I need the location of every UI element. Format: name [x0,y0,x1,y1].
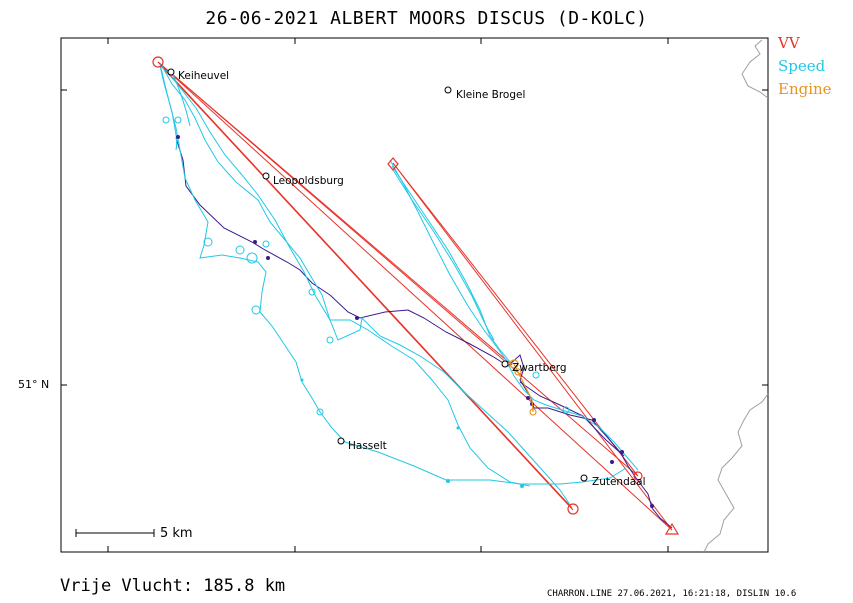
place-label: Zutendaal [592,476,646,488]
place-marker-zutendaal [580,474,588,482]
place-marker-hasselt [337,437,345,445]
legend-label: Speed [778,57,826,75]
place-marker-zwartberg [501,360,509,368]
track-speed [159,63,639,506]
turnpoint-south [567,503,579,515]
track-climb [175,137,673,529]
speed-markers [300,378,524,488]
file-info: CHARRON.LINE 27.06.2021, 16:21:18, DISLI… [547,589,797,599]
flight-distance: Vrije Vlucht: 185.8 km [60,576,286,596]
axis-ticks [61,38,768,552]
legend-label: VV [778,34,800,52]
scale-bar [75,529,155,537]
place-label: Zwartberg [512,362,567,374]
thermal-loops [162,116,570,416]
map-title: 26-06-2021 ALBERT MOORS DISCUS (D-KOLC) [205,8,648,29]
place-marker-kleine-brogel [444,86,452,94]
place-label: Hasselt [348,440,387,452]
place-label: Keiheuvel [178,70,229,82]
place-label: Leopoldsburg [273,175,344,187]
waypoints [152,56,680,535]
place-labels: Keiheuvel Kleine Brogel Leopoldsburg Zwa… [178,70,646,488]
place-marker-leopoldsburg [262,172,270,180]
turnpoint-east [633,471,643,481]
engine-track [509,359,537,416]
legend-speed: Speed [778,57,825,75]
legend-label: Engine [778,80,832,98]
latitude-label: 51° N [18,378,50,391]
place-label: Kleine Brogel [456,89,525,101]
country-border [703,39,769,553]
place-marker-keiheuvel [167,68,175,76]
legend-vv: VV [778,34,800,52]
turnpoint-north [387,157,399,171]
scale-label: 5 km [160,526,193,541]
place-markers [167,68,588,482]
start-point [152,56,164,68]
finish-point [664,522,680,535]
task-lines [157,61,673,531]
legend-engine: Engine [778,80,832,98]
